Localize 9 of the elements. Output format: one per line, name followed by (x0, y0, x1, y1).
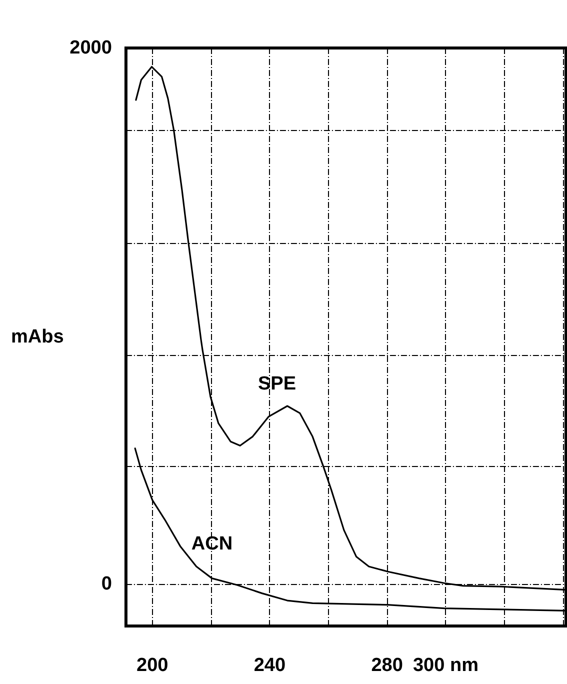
x-tick-label: 280 (371, 655, 403, 676)
x-tick-label: 240 (254, 655, 286, 676)
annotation: ACN (191, 534, 233, 554)
y-tick-label: 0 (101, 573, 112, 594)
y-tick-label: 2000 (70, 38, 112, 58)
x-tick-label: 200 (136, 655, 168, 676)
x-tick-label: 300 nm (412, 655, 478, 676)
y-axis-title: mAbs (10, 326, 64, 348)
annotation: SPE (258, 374, 296, 394)
